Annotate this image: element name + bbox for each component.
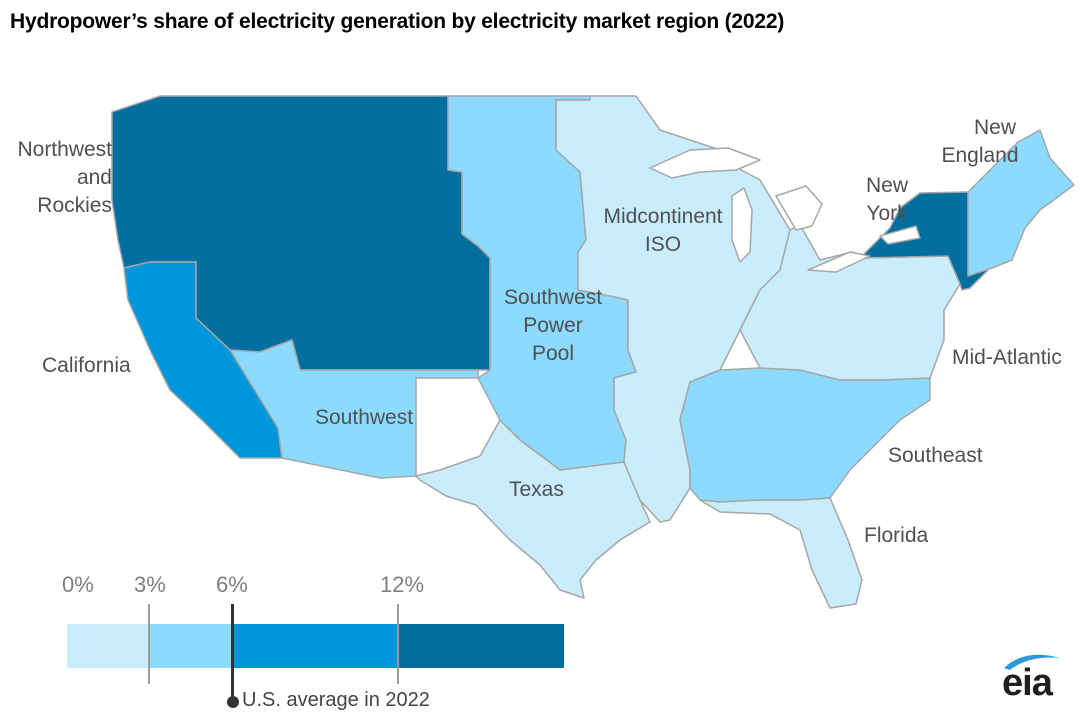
legend-tickline-12 xyxy=(397,604,399,684)
legend-tick-3: 3% xyxy=(134,572,166,597)
legend-tick-6: 6% xyxy=(216,572,248,597)
lake-huron xyxy=(775,185,823,231)
eia-logo: eia xyxy=(1000,652,1062,704)
legend-tick-0: 0% xyxy=(62,572,94,597)
region-florida xyxy=(699,497,863,609)
lake-michigan xyxy=(731,187,753,263)
region-texas xyxy=(415,419,651,599)
legend-bin-12-plus xyxy=(399,624,564,668)
label-southwest: Southwest xyxy=(315,406,414,429)
eia-logo-text: eia xyxy=(1002,662,1053,704)
legend-average-dot xyxy=(227,696,239,708)
label-midatlantic: Mid-Atlantic xyxy=(952,346,1062,369)
lake-superior xyxy=(649,147,761,179)
legend-tick-12: 12% xyxy=(380,572,425,597)
legend-bin-3-6 xyxy=(149,624,233,668)
label-florida: Florida xyxy=(864,524,929,547)
lake-erie xyxy=(807,251,871,273)
label-miso: Midcontinent ISO xyxy=(603,205,723,256)
legend-bin-0-3 xyxy=(67,624,149,668)
map-title: Hydropower’s share of electricity genera… xyxy=(10,10,785,33)
label-southeast: Southeast xyxy=(888,444,983,467)
region-newengland xyxy=(967,129,1075,277)
lake-ontario xyxy=(879,225,921,245)
legend-average-line xyxy=(231,604,234,700)
label-newyork: New York xyxy=(865,174,908,225)
region-southeast xyxy=(679,367,931,503)
legend-color-bar xyxy=(67,624,564,668)
legend-bin-6-12 xyxy=(233,624,399,668)
label-northwest: Northwest and Rockies xyxy=(17,138,112,217)
region-southwest xyxy=(229,339,479,479)
legend-average-label: U.S. average in 2022 xyxy=(242,689,430,711)
label-newengland: New England xyxy=(941,116,1019,167)
legend-tickline-3 xyxy=(148,604,150,684)
label-spp: Southwest Power Pool xyxy=(503,286,603,365)
label-texas: Texas xyxy=(509,478,564,501)
eia-logo-swoosh-icon xyxy=(1004,654,1060,670)
label-california: California xyxy=(42,354,131,377)
